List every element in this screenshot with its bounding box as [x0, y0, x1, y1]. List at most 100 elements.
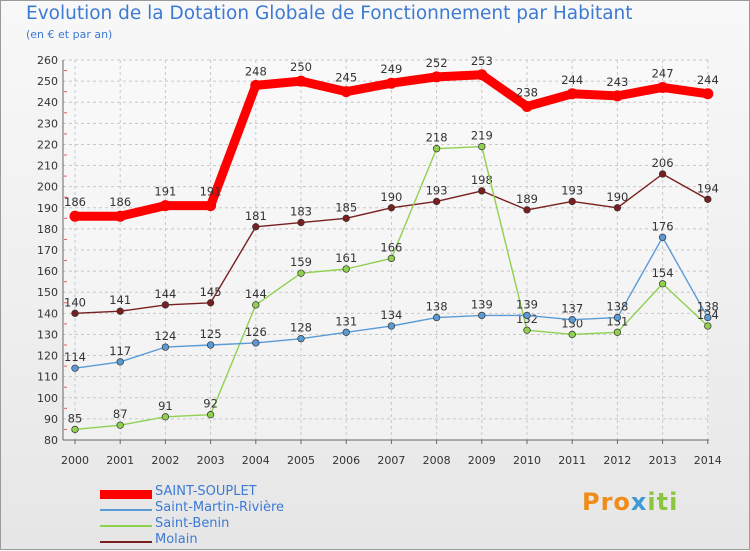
data-point-saint-souplet	[521, 100, 533, 112]
data-point-molain	[342, 214, 350, 222]
x-tick-label: 2008	[423, 454, 451, 467]
data-point-saint-souplet	[566, 88, 578, 100]
data-label-saint-souplet: 191	[154, 185, 176, 199]
data-label-saint-benin: 92	[203, 397, 218, 411]
data-point-molain	[252, 223, 260, 231]
y-tick-label: 140	[37, 307, 58, 320]
data-label-saint-martin-riviere: 138	[606, 300, 628, 314]
data-point-saint-martin-riviere	[71, 364, 79, 372]
data-point-saint-souplet	[340, 86, 352, 98]
y-tick-label: 180	[37, 223, 58, 236]
y-tick-label: 220	[37, 138, 58, 151]
data-point-saint-martin-riviere	[161, 343, 170, 351]
y-tick-label: 150	[37, 286, 58, 299]
data-label-saint-martin-riviere: 139	[516, 297, 538, 311]
data-point-saint-souplet	[702, 88, 714, 100]
data-point-molain	[206, 299, 215, 307]
data-point-saint-benin	[116, 421, 124, 429]
data-label-saint-souplet: 247	[652, 66, 674, 80]
data-point-molain	[387, 204, 396, 212]
data-point-molain	[116, 307, 124, 315]
data-label-saint-benin: 85	[68, 411, 83, 425]
data-point-saint-benin	[613, 328, 622, 336]
data-label-saint-martin-riviere: 139	[471, 297, 493, 311]
data-point-saint-martin-riviere	[478, 311, 486, 320]
data-point-saint-souplet	[69, 210, 81, 222]
data-label-saint-benin: 218	[426, 131, 448, 145]
x-tick-label: 2012	[603, 454, 631, 467]
legend-label-saint-benin: Saint-Benin	[155, 516, 230, 531]
x-tick-label: 2010	[513, 454, 541, 467]
data-label-saint-martin-riviere: 126	[245, 325, 267, 339]
data-label-saint-martin-riviere: 125	[200, 327, 222, 341]
data-label-molain: 198	[471, 173, 493, 187]
data-point-molain	[297, 218, 305, 227]
data-label-molain: 140	[64, 295, 86, 309]
legend-label-molain: Molain	[155, 532, 198, 547]
data-label-saint-martin-riviere: 138	[426, 300, 448, 314]
data-point-saint-souplet	[159, 200, 171, 212]
data-point-saint-benin	[252, 301, 260, 309]
data-point-saint-benin	[161, 413, 170, 421]
data-label-saint-martin-riviere: 124	[154, 329, 176, 343]
data-point-molain	[704, 195, 712, 203]
data-point-saint-souplet	[476, 69, 488, 81]
x-tick-label: 2009	[468, 454, 496, 467]
data-point-saint-martin-riviere	[613, 313, 622, 322]
data-point-saint-souplet	[114, 210, 126, 222]
data-point-saint-benin	[568, 330, 576, 339]
data-point-saint-martin-riviere	[704, 313, 712, 322]
data-label-saint-martin-riviere: 128	[290, 321, 312, 335]
y-tick-label: 200	[37, 181, 58, 194]
data-point-molain	[71, 309, 79, 317]
data-point-saint-martin-riviere	[297, 335, 305, 343]
data-point-saint-martin-riviere	[658, 233, 667, 241]
data-label-saint-martin-riviere: 134	[380, 308, 402, 322]
data-label-saint-martin-riviere: 117	[109, 344, 131, 358]
legend-swatch-molain	[100, 541, 152, 543]
data-label-saint-souplet: 243	[606, 75, 628, 89]
data-label-saint-souplet: 253	[471, 54, 493, 68]
data-label-molain: 193	[561, 183, 583, 197]
data-label-saint-souplet: 249	[380, 62, 402, 76]
data-label-saint-benin: 144	[245, 287, 267, 301]
data-point-saint-benin	[704, 322, 712, 330]
data-label-molain: 189	[516, 192, 538, 206]
data-label-saint-souplet: 244	[561, 73, 583, 87]
data-label-molain: 144	[154, 287, 176, 301]
data-label-molain: 185	[335, 200, 357, 214]
data-point-molain	[568, 197, 576, 206]
data-label-molain: 206	[652, 156, 674, 170]
data-point-molain	[523, 206, 531, 214]
data-label-molain: 141	[109, 293, 131, 307]
y-tick-label: 160	[37, 265, 58, 278]
data-point-saint-martin-riviere	[523, 311, 531, 320]
data-label-molain: 190	[380, 190, 402, 204]
x-tick-label: 2001	[106, 454, 134, 467]
y-tick-label: 120	[37, 350, 58, 363]
x-tick-label: 2004	[242, 454, 270, 467]
x-tick-label: 2011	[558, 454, 586, 467]
data-label-saint-benin: 161	[335, 251, 357, 265]
data-label-saint-souplet: 252	[426, 56, 448, 70]
y-tick-label: 210	[37, 160, 58, 173]
data-label-saint-martin-riviere: 137	[561, 302, 583, 316]
data-label-saint-benin: 154	[652, 266, 674, 280]
data-point-saint-benin	[387, 254, 396, 263]
y-tick-label: 110	[37, 371, 58, 384]
data-point-saint-souplet	[385, 77, 397, 89]
data-label-molain: 190	[606, 190, 628, 204]
data-label-molain: 145	[200, 285, 222, 299]
y-tick-label: 170	[37, 244, 58, 257]
data-label-saint-souplet: 191	[200, 185, 222, 199]
data-label-saint-benin: 91	[158, 399, 173, 413]
data-point-saint-souplet	[295, 75, 307, 87]
data-label-saint-martin-riviere: 176	[652, 219, 674, 233]
y-tick-label: 240	[37, 96, 58, 109]
data-label-molain: 181	[245, 209, 267, 223]
data-point-saint-benin	[432, 145, 441, 153]
data-label-saint-martin-riviere: 114	[64, 350, 86, 364]
data-label-saint-souplet: 186	[64, 195, 86, 209]
y-tick-label: 130	[37, 328, 58, 341]
data-point-saint-benin	[658, 280, 667, 288]
